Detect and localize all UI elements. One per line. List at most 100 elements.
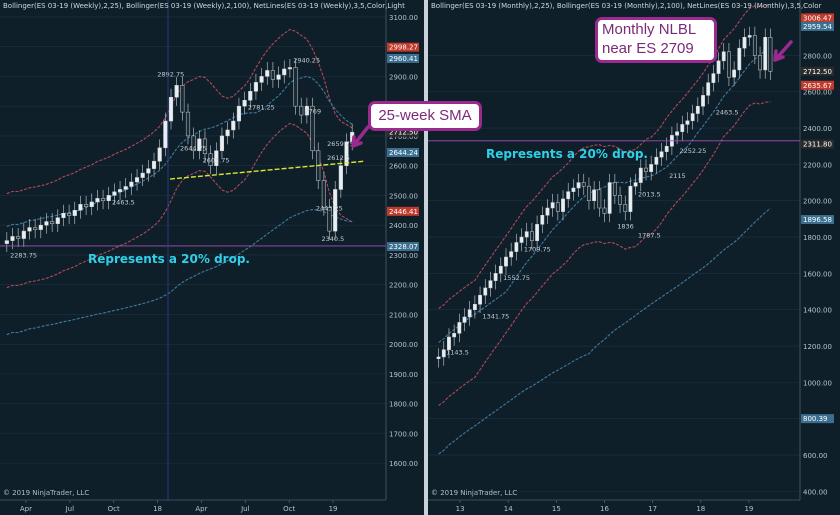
candle-body [701, 95, 705, 107]
candle-body [618, 195, 622, 205]
level-label: 2463.5 [112, 198, 135, 206]
candle-body [242, 99, 247, 107]
candle-body [112, 191, 117, 196]
level-label: 1787.5 [638, 231, 661, 239]
price-marker-label: 2635.67 [803, 82, 832, 90]
candle-body [478, 294, 482, 305]
candle-body [524, 231, 529, 238]
x-tick-label: Apr [20, 505, 32, 513]
weekly-chart-panel[interactable]: 1600.00 1700.00 1800.00 1900.00 2000.00 2100.… [0, 0, 424, 515]
candle-body [67, 213, 72, 216]
weekly-chart-svg[interactable]: 1600.00 1700.00 1800.00 1900.00 2000.00 2100.… [0, 0, 424, 515]
y-tick-label: 1000.00 [803, 379, 832, 387]
candle-body [276, 74, 281, 80]
candle-body [146, 168, 151, 174]
candle-body [10, 236, 15, 241]
candle-body [157, 147, 162, 162]
level-label: 2443.25 [316, 204, 343, 212]
monthly-chart-header: Bollinger(ES 03-19 (Monthly),2,25), Boll… [431, 2, 822, 10]
x-tick-label: 13 [456, 505, 465, 513]
candle-body [447, 336, 451, 350]
candle-body [654, 156, 659, 165]
monthly-chart-panel[interactable]: 400.00600.00800.001000.001200.001400.001… [428, 0, 840, 515]
candle-body [467, 309, 472, 318]
sma-callout-text: 25-week SMA [378, 107, 472, 124]
level-label: 1836 [617, 223, 634, 231]
candle-body [333, 189, 338, 232]
bollinger-mid [438, 46, 771, 343]
candle-body [219, 135, 225, 152]
price-marker [801, 66, 834, 76]
level-label: 1143.5 [446, 348, 469, 356]
candle-body [106, 195, 111, 202]
x-tick-label: 17 [648, 505, 657, 513]
price-marker [387, 242, 419, 252]
x-tick-label: 14 [504, 505, 513, 513]
candle-body [33, 227, 38, 230]
candle-body [695, 106, 700, 114]
price-marker-label: 2712.50 [389, 129, 418, 137]
candle-body [321, 180, 326, 208]
candle-body [208, 153, 213, 166]
level-label: 2781.25 [248, 104, 275, 112]
panel-divider[interactable] [424, 0, 428, 515]
candle-body [287, 67, 292, 70]
candle-body [185, 111, 191, 137]
price-marker [387, 42, 419, 52]
candle-body [602, 207, 607, 214]
candle-body [293, 67, 298, 107]
candle-body [21, 230, 26, 239]
candle-body [259, 76, 264, 83]
candle-body [225, 129, 230, 137]
bollinger-lower-100 [6, 209, 353, 336]
price-marker-label: 2328.07 [389, 243, 418, 251]
candle-body [123, 186, 128, 190]
candle-body [742, 36, 747, 49]
y-tick-label: 1600.00 [389, 460, 418, 468]
candle-body [535, 224, 540, 241]
candle-body [78, 204, 83, 211]
candle-body [530, 231, 534, 241]
y-tick-label: 2000.00 [803, 198, 832, 206]
twenty-percent-label: Represents a 20% drop. [88, 252, 250, 266]
candle-body [711, 73, 716, 83]
bollinger-lower-25 [438, 101, 771, 406]
x-tick-label: Oct [108, 505, 120, 513]
x-tick-label: 19 [744, 505, 753, 513]
candle-body [752, 35, 757, 56]
candle-body [727, 51, 731, 78]
candle-body [732, 69, 737, 78]
candle-body [768, 36, 773, 72]
candle-body [721, 51, 726, 62]
y-tick-label: 2400.00 [803, 125, 832, 133]
candle-body [117, 189, 123, 193]
candle-body [180, 85, 185, 113]
candle-body [664, 145, 669, 152]
candle-body [462, 316, 467, 323]
level-label: 2603.75 [203, 157, 230, 165]
price-marker-label: 2998.27 [389, 44, 418, 52]
candle-body [555, 202, 560, 212]
price-marker [387, 127, 419, 137]
sma-trendline [169, 160, 366, 180]
candle-body [540, 215, 545, 225]
y-tick-label: 3100.00 [389, 14, 418, 22]
bollinger-lower-25 [6, 122, 353, 289]
price-marker-label: 2712.50 [803, 68, 832, 76]
candle-body [174, 85, 179, 98]
price-marker-label: 2960.41 [389, 55, 418, 63]
candle-body [236, 105, 242, 122]
monthly-chart-svg[interactable]: 400.00600.00800.001000.001200.001400.001… [428, 0, 840, 515]
candle-body [644, 167, 648, 172]
candle-body [327, 207, 332, 232]
price-marker [801, 21, 834, 31]
candle-body [638, 167, 643, 183]
price-marker-label: 2446.41 [389, 208, 418, 216]
price-marker-label: 2311.80 [803, 141, 832, 149]
candle-body [299, 105, 304, 116]
y-tick-label: 1800.00 [803, 234, 832, 242]
level-label: 2644.75 [180, 144, 207, 152]
candle-body [716, 60, 721, 74]
candle-body [649, 164, 654, 172]
candle-body [202, 138, 208, 155]
